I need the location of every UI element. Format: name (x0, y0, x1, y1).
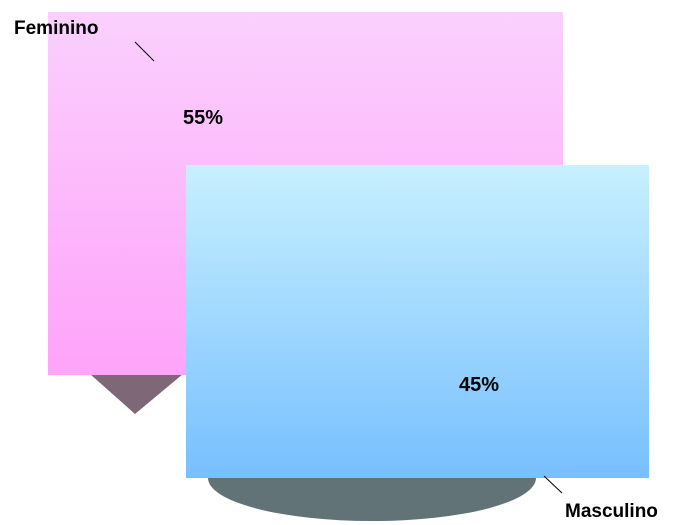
category-label-feminino: Feminino (14, 18, 98, 39)
slice-masculino-side (208, 478, 536, 522)
data-label-masculino: 45% (459, 374, 499, 396)
category-label-masculino: Masculino (565, 501, 658, 522)
slice-feminino-side (90, 374, 183, 414)
leader-line-masculino (543, 475, 563, 494)
leader-line-feminino (134, 41, 155, 62)
data-label-feminino: 55% (183, 107, 223, 129)
slice-masculino (186, 165, 649, 478)
